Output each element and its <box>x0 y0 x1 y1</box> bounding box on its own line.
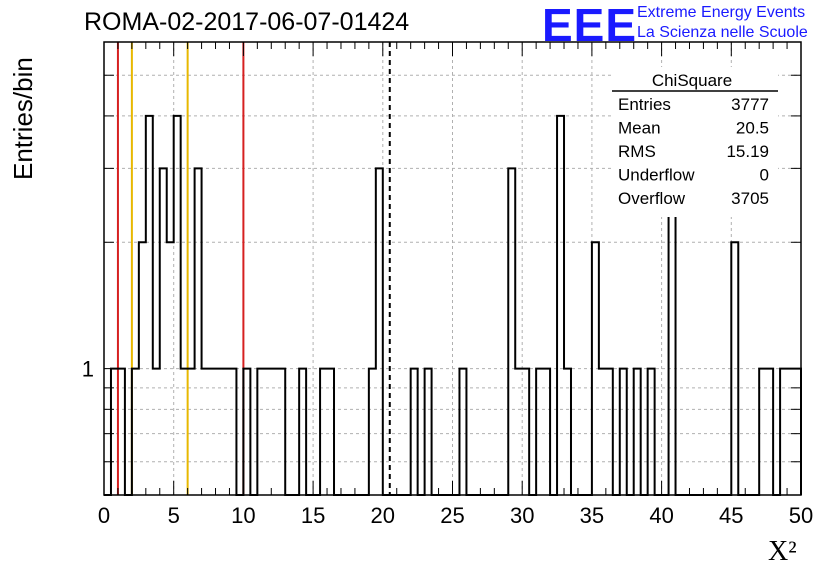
histogram-bin <box>634 369 641 495</box>
histogram-bin <box>599 369 606 495</box>
stats-label: Mean <box>618 119 661 138</box>
histogram-bin <box>459 369 466 495</box>
histogram-bin <box>153 369 160 495</box>
stats-value: 3705 <box>731 189 769 208</box>
histogram-bin <box>376 168 383 495</box>
x-tick-label: 45 <box>719 503 743 528</box>
stats-box-title: ChiSquare <box>652 71 732 90</box>
histogram-bin <box>181 369 188 495</box>
logo-line-1: Extreme Energy Events <box>637 4 806 21</box>
chart-title: ROMA-02-2017-06-07-01424 <box>84 8 410 36</box>
histogram-bin <box>425 369 432 495</box>
histogram-bin <box>543 369 550 495</box>
histogram-bin <box>188 369 195 495</box>
histogram-bin <box>118 369 125 495</box>
stats-value: 15.19 <box>726 142 769 161</box>
x-tick-label: 5 <box>168 503 180 528</box>
stats-label: Entries <box>618 95 671 114</box>
stats-label: Overflow <box>618 189 686 208</box>
histogram-bin <box>320 369 327 495</box>
histogram-bin <box>264 369 271 495</box>
histogram-bin <box>271 369 278 495</box>
y-tick-label: 1 <box>82 357 94 382</box>
x-tick-label: 15 <box>301 503 325 528</box>
histogram-bin <box>146 116 153 495</box>
histogram-bin <box>278 369 285 495</box>
histogram-bin <box>216 369 223 495</box>
histogram-bin <box>327 369 334 495</box>
histogram-bin <box>564 369 571 495</box>
histogram-bin <box>160 168 167 495</box>
tick-labels: 0 5 10 15 20 25 30 35 40 45 50 1 <box>82 357 813 528</box>
grid <box>104 42 801 495</box>
histogram-bin <box>174 116 181 495</box>
stats-value: 20.5 <box>736 119 769 138</box>
histogram-bin <box>222 369 229 495</box>
histogram-bin <box>243 369 250 495</box>
stats-box: ChiSquare Entries 3777 Mean 20.5 RMS 15.19 Unde… <box>612 67 778 217</box>
histogram-bin <box>508 168 515 495</box>
x-tick-label: 30 <box>510 503 534 528</box>
histogram-bin <box>620 369 627 495</box>
histogram-bin <box>648 369 655 495</box>
histogram-bin <box>536 369 543 495</box>
histogram-bin <box>202 369 209 495</box>
histogram-bin <box>759 369 766 495</box>
histogram-bin <box>780 369 787 495</box>
logo-line-2: La Scienza nelle Scuole <box>637 24 808 41</box>
histogram-bin <box>606 369 613 495</box>
stats-label: Underflow <box>618 166 695 185</box>
histogram-bin <box>257 369 264 495</box>
stats-box-bg <box>612 67 778 217</box>
histogram-bin <box>522 369 529 495</box>
histogram-bin <box>229 369 236 495</box>
histogram-bin <box>731 242 738 495</box>
x-tick-label: 35 <box>580 503 604 528</box>
x-tick-label: 0 <box>98 503 110 528</box>
x-tick-label: 40 <box>649 503 673 528</box>
x-tick-label: 10 <box>231 503 255 528</box>
histogram-bin <box>515 369 522 495</box>
histogram-bin <box>132 369 139 495</box>
stats-value: 3777 <box>731 95 769 114</box>
x-tick-label: 50 <box>789 503 813 528</box>
histogram-bin <box>557 116 564 495</box>
histogram-bin <box>411 369 418 495</box>
histogram-bin <box>592 242 599 495</box>
histogram-bin <box>669 168 676 495</box>
logo-mark: EEE <box>542 0 638 51</box>
x-tick-label: 25 <box>440 503 464 528</box>
x-axis-label: X² <box>768 536 797 567</box>
histogram-bin <box>209 369 216 495</box>
histogram-bin <box>195 168 202 495</box>
histogram-bin <box>766 369 773 495</box>
histogram-bin <box>369 369 376 495</box>
x-tick-label: 20 <box>371 503 395 528</box>
stats-value: 0 <box>760 166 769 185</box>
histogram-bin <box>139 242 146 495</box>
histogram-bin <box>299 369 306 495</box>
stats-label: RMS <box>618 142 656 161</box>
histogram-bin <box>167 242 174 495</box>
axis-ticks <box>103 42 802 495</box>
